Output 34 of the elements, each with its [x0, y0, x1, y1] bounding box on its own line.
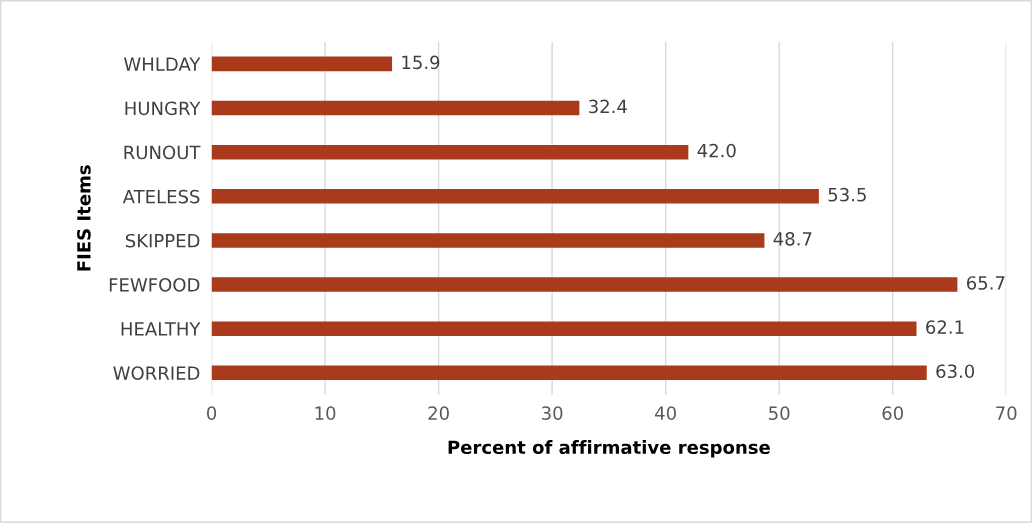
data-label: 53.5: [828, 187, 866, 202]
bar: [211, 144, 689, 160]
y-axis-title: FIES Items: [77, 165, 91, 271]
y-tick-label: RUNOUT: [124, 145, 201, 160]
bar: [211, 277, 958, 292]
x-tick-label: 40: [655, 406, 676, 420]
data-label: 63.0: [936, 364, 975, 379]
y-tick-label: FEWFOOD: [109, 278, 200, 292]
data-label: 42.0: [697, 143, 736, 158]
data-label: 15.9: [402, 55, 440, 70]
bar: [211, 189, 819, 204]
data-label: 62.1: [926, 320, 964, 334]
y-tick-label: WORRIED: [113, 366, 200, 380]
bar: [211, 321, 917, 336]
x-axis-title: Percent of affirmative response: [448, 440, 770, 458]
x-tick-label: 60: [882, 406, 903, 420]
y-tick-label: WHLDAY: [123, 57, 201, 71]
y-tick-label: SKIPPED: [125, 233, 200, 248]
data-label: 65.7: [966, 276, 1005, 290]
x-tick-label: 20: [428, 406, 449, 420]
y-tick-label: ATELESS: [122, 189, 200, 204]
x-tick-label: 50: [769, 406, 790, 420]
y-tick-label: HEALTHY: [121, 322, 201, 336]
bar: [211, 233, 765, 248]
x-tick-label: 0: [207, 406, 217, 420]
y-tick-label: HUNGRY: [125, 101, 201, 116]
x-tick-label: 30: [542, 406, 563, 420]
x-tick-label: 10: [315, 406, 336, 420]
x-tick-label: 70: [996, 406, 1017, 420]
data-label: 48.7: [773, 232, 812, 246]
bar: [211, 56, 393, 72]
data-label: 32.4: [589, 99, 627, 114]
bar: [211, 100, 580, 116]
bar: [211, 365, 927, 381]
